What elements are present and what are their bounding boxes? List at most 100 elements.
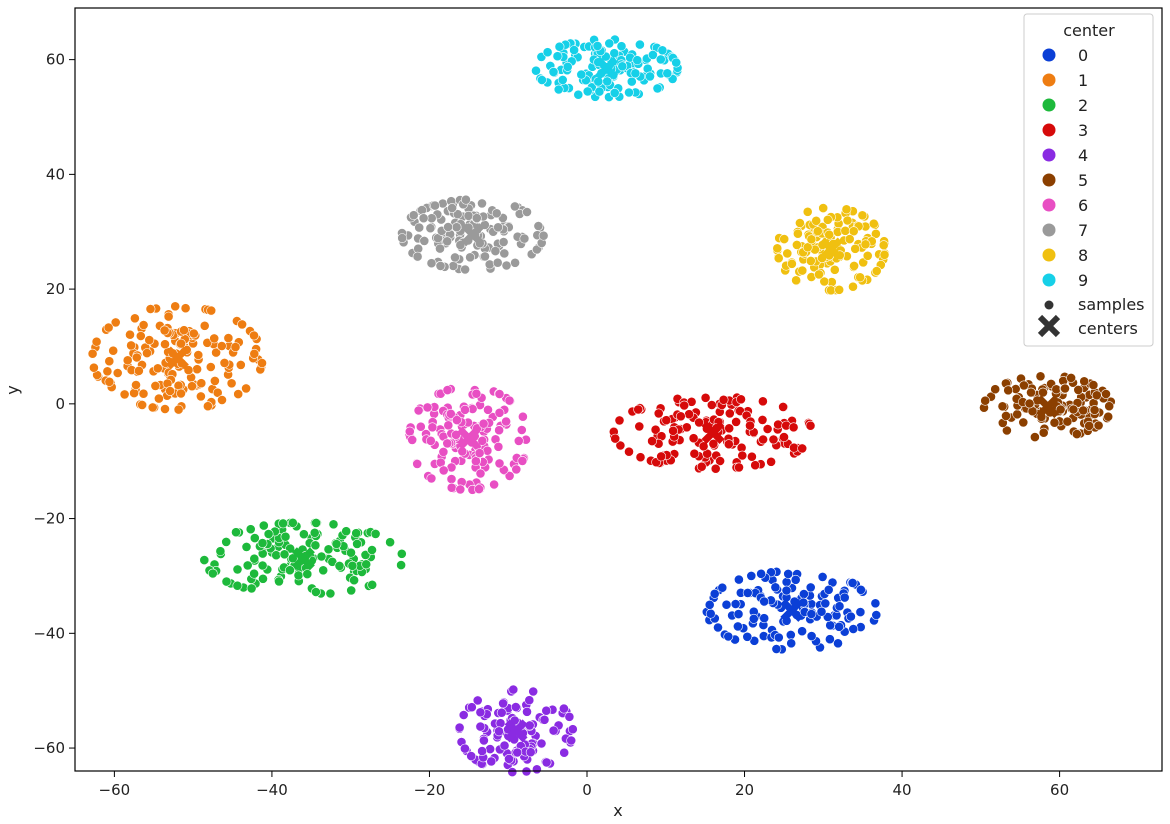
- sample-point: [840, 225, 851, 236]
- center-marker: [457, 426, 481, 450]
- sample-point: [609, 48, 620, 59]
- sample-point: [750, 460, 761, 471]
- sample-point: [442, 385, 453, 395]
- legend-label: 8: [1078, 246, 1088, 265]
- sample-point: [478, 418, 489, 429]
- sample-point: [491, 208, 502, 219]
- sample-point: [624, 446, 634, 457]
- center-marker: [291, 547, 315, 571]
- sample-point: [538, 230, 549, 241]
- sample-point: [215, 546, 226, 557]
- sample-point: [443, 420, 454, 431]
- sample-point: [1051, 384, 1062, 395]
- sample-point: [609, 88, 620, 98]
- sample-point: [1088, 380, 1099, 390]
- sample-point: [1068, 404, 1079, 415]
- sample-point: [513, 435, 524, 446]
- sample-point: [724, 408, 735, 419]
- sample-point: [724, 423, 735, 434]
- sample-point: [548, 67, 559, 77]
- sample-point: [532, 244, 542, 255]
- y-tick-label: 0: [55, 395, 65, 413]
- sample-point: [207, 568, 218, 579]
- sample-point: [799, 589, 809, 599]
- sample-point: [657, 45, 668, 56]
- sample-point: [816, 606, 827, 617]
- legend-label: 1: [1078, 71, 1088, 90]
- sample-point: [811, 215, 822, 226]
- sample-point: [733, 621, 743, 632]
- sample-point: [1035, 371, 1046, 382]
- sample-point: [562, 61, 573, 72]
- sample-point: [494, 389, 505, 399]
- sample-point: [778, 401, 788, 412]
- sample-point: [438, 446, 449, 457]
- sample-point: [112, 368, 123, 378]
- sample-point: [1026, 387, 1036, 398]
- sample-point: [316, 551, 327, 562]
- sample-point: [485, 744, 495, 754]
- sample-point: [451, 222, 462, 233]
- sample-point: [211, 347, 221, 358]
- sample-point: [104, 356, 115, 367]
- sample-point: [797, 443, 808, 454]
- sample-point: [610, 433, 621, 444]
- sample-point: [870, 598, 881, 609]
- sample-point: [477, 435, 488, 446]
- sample-point: [237, 319, 247, 330]
- sample-point: [860, 239, 871, 250]
- sample-point: [202, 401, 213, 412]
- sample-point: [768, 434, 779, 445]
- sample-point: [635, 452, 646, 463]
- sample-point: [504, 754, 514, 764]
- sample-point: [230, 342, 241, 352]
- sample-point: [483, 404, 493, 415]
- sample-point: [163, 311, 174, 322]
- sample-point: [498, 698, 508, 709]
- sample-point: [825, 634, 835, 645]
- sample-point: [1024, 398, 1035, 409]
- sample-point: [997, 401, 1008, 412]
- sample-point: [325, 588, 336, 599]
- sample-point: [592, 41, 603, 51]
- sample-point: [138, 320, 149, 330]
- sample-point: [594, 86, 605, 97]
- sample-point: [548, 725, 559, 736]
- sample-point: [435, 260, 446, 271]
- sample-point: [602, 76, 613, 87]
- sample-point: [397, 233, 408, 243]
- sample-point: [257, 538, 268, 548]
- sample-point: [806, 609, 817, 619]
- sample-point: [202, 337, 213, 348]
- sample-point: [745, 420, 755, 431]
- center-marker: [595, 56, 619, 80]
- x-tick-label: −60: [99, 781, 131, 799]
- legend-label: 7: [1078, 221, 1088, 240]
- sample-point: [814, 269, 824, 280]
- sample-point: [310, 540, 321, 551]
- sample-point: [404, 426, 415, 437]
- sample-point: [133, 365, 144, 376]
- sample-point: [179, 325, 189, 336]
- sample-point: [871, 610, 882, 620]
- legend-marker: [1042, 248, 1056, 262]
- sample-point: [802, 206, 813, 217]
- sample-point: [196, 378, 207, 389]
- sample-point: [542, 47, 553, 58]
- sample-point: [742, 631, 753, 642]
- sample-point: [241, 383, 251, 394]
- sample-point: [781, 585, 792, 596]
- sample-point: [422, 402, 433, 413]
- sample-point: [284, 565, 295, 576]
- sample-point: [413, 405, 424, 416]
- legend-label: 0: [1078, 46, 1088, 65]
- sample-point: [856, 584, 866, 595]
- sample-point: [730, 599, 741, 609]
- sample-point: [370, 529, 381, 539]
- sample-point: [271, 550, 282, 561]
- sample-point: [494, 425, 504, 436]
- sample-point: [511, 464, 522, 475]
- sample-point: [471, 388, 482, 399]
- sample-point: [849, 260, 859, 271]
- sample-point: [241, 542, 252, 552]
